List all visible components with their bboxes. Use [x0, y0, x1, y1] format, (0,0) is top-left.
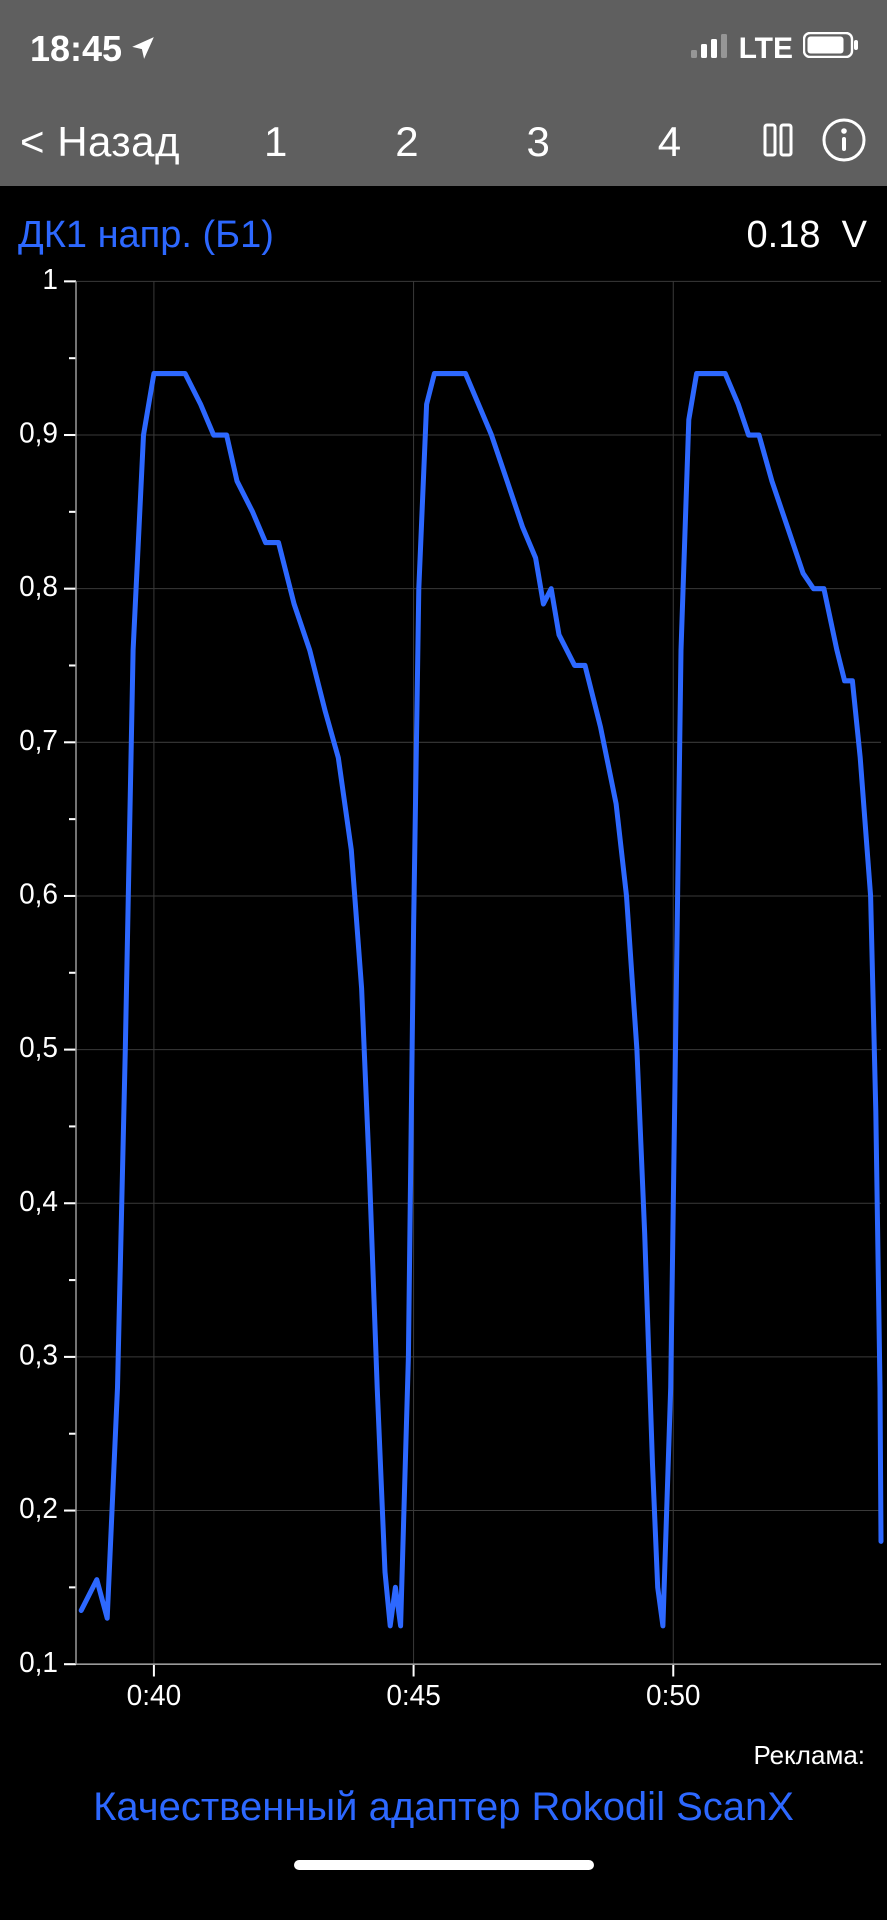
- svg-text:0,1: 0,1: [19, 1646, 58, 1678]
- svg-text:0,8: 0,8: [19, 571, 58, 603]
- signal-icon: [691, 32, 729, 66]
- svg-text:0:50: 0:50: [646, 1680, 700, 1712]
- sensor-value: 0.18 V: [747, 214, 867, 257]
- ad-link[interactable]: Качественный адаптер Rokodil ScanX: [18, 1779, 869, 1860]
- home-indicator[interactable]: [294, 1860, 594, 1870]
- tab-2[interactable]: 2: [377, 118, 436, 166]
- status-left: 18:45: [30, 28, 156, 70]
- svg-text:0,4: 0,4: [19, 1186, 58, 1218]
- back-button[interactable]: < Назад: [20, 118, 180, 166]
- battery-icon: [803, 32, 859, 66]
- content: ДК1 напр. (Б1) 0.18 V 0,1 0,2 0,3 0,4 0,5 0,6…: [0, 186, 887, 1736]
- svg-text:1: 1: [42, 267, 58, 296]
- svg-text:0,2: 0,2: [19, 1493, 58, 1525]
- footer: Реклама: Качественный адаптер Rokodil Sc…: [0, 1736, 887, 1920]
- network-label: LTE: [739, 32, 793, 66]
- sensor-name: ДК1 напр. (Б1): [18, 214, 274, 257]
- tab-3[interactable]: 3: [508, 118, 567, 166]
- svg-text:0,9: 0,9: [19, 417, 58, 449]
- chart-container: 0,1 0,2 0,3 0,4 0,5 0,6 0,7 0,8 0,9 1 0:40 0:45 0:50: [0, 267, 887, 1736]
- sensor-row: ДК1 напр. (Б1) 0.18 V: [0, 186, 887, 267]
- svg-text:0,7: 0,7: [19, 725, 58, 757]
- ad-label: Реклама:: [18, 1736, 869, 1779]
- svg-text:0:40: 0:40: [127, 1680, 181, 1712]
- status-bar: 18:45 LTE: [0, 0, 887, 98]
- sensor-value-unit: V: [842, 214, 867, 256]
- svg-text:0,5: 0,5: [19, 1032, 58, 1064]
- tab-1[interactable]: 1: [246, 118, 305, 166]
- nav-bar: < Назад 1 2 3 4: [0, 98, 887, 186]
- nav-icons: [757, 117, 867, 168]
- svg-text:0,3: 0,3: [19, 1339, 58, 1371]
- status-time: 18:45: [30, 28, 122, 70]
- info-icon[interactable]: [821, 117, 867, 168]
- chart[interactable]: 0,1 0,2 0,3 0,4 0,5 0,6 0,7 0,8 0,9 1 0:40 0:45 0:50: [0, 267, 887, 1736]
- svg-text:0:45: 0:45: [386, 1680, 440, 1712]
- pause-icon[interactable]: [757, 119, 799, 166]
- status-right: LTE: [691, 32, 859, 66]
- tab-4[interactable]: 4: [640, 118, 699, 166]
- tab-row: 1 2 3 4: [210, 118, 735, 166]
- sensor-value-number: 0.18: [747, 214, 821, 256]
- location-icon: [130, 28, 156, 70]
- svg-text:0,6: 0,6: [19, 878, 58, 910]
